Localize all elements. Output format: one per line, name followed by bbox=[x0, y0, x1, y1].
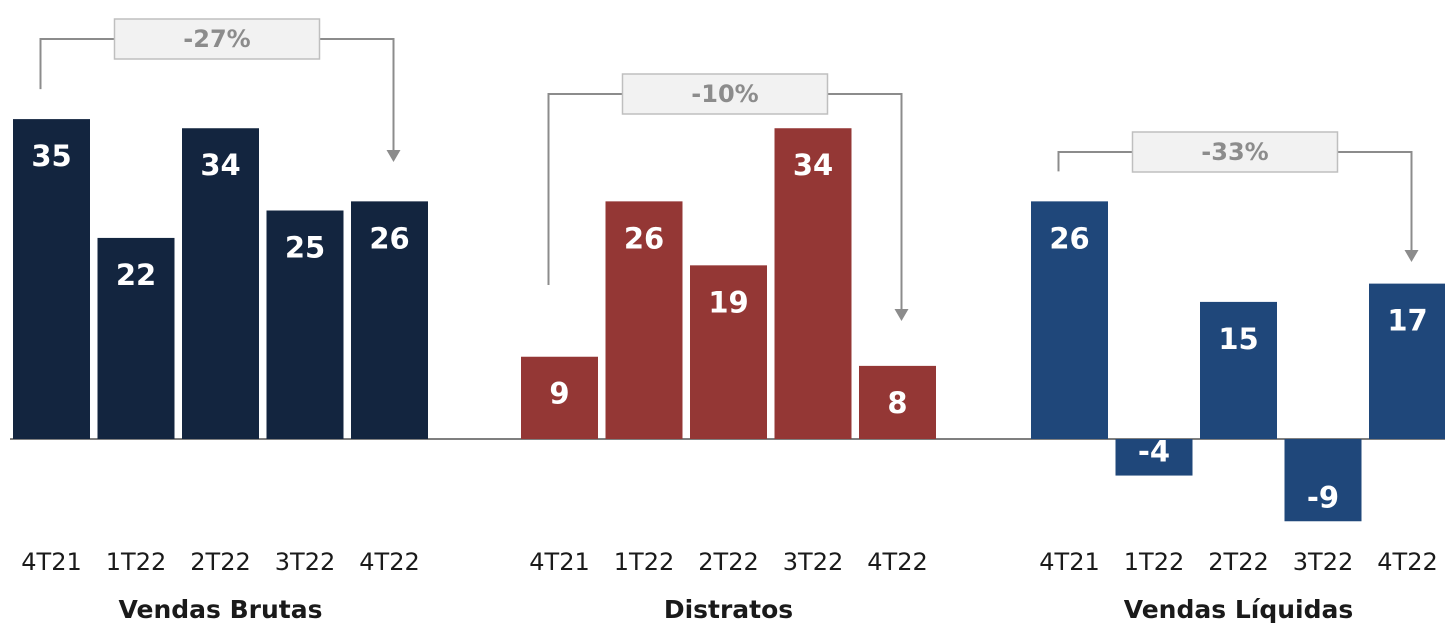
tick-label: 4T22 bbox=[1377, 548, 1437, 576]
bar bbox=[266, 210, 344, 439]
bar bbox=[1031, 201, 1108, 439]
data-label: 8 bbox=[887, 386, 907, 420]
bar bbox=[1369, 283, 1445, 439]
data-label: 19 bbox=[708, 285, 748, 319]
bar bbox=[351, 201, 428, 439]
tick-label: 2T22 bbox=[698, 548, 758, 576]
change-label-box bbox=[1131, 131, 1339, 173]
data-label: 35 bbox=[31, 139, 71, 173]
bar bbox=[182, 128, 259, 440]
tick-label: 1T22 bbox=[614, 548, 674, 576]
data-label: 34 bbox=[200, 148, 240, 182]
change-label-box bbox=[621, 73, 829, 115]
tick-label: 4T22 bbox=[359, 548, 419, 576]
tick-label: 4T21 bbox=[529, 548, 589, 576]
tick-label: 1T22 bbox=[1124, 548, 1184, 576]
data-label: 26 bbox=[369, 221, 409, 255]
data-label: 9 bbox=[549, 377, 569, 411]
arrow-down-icon bbox=[894, 309, 909, 321]
chart-group-2: 26 4T21 -4 1T22 15 2T22 -9 3T22 17 4T22 Vendas Líq… bbox=[1031, 131, 1445, 624]
tick-label: 4T21 bbox=[1039, 548, 1099, 576]
bar bbox=[521, 356, 598, 439]
tick-label: 3T22 bbox=[275, 548, 335, 576]
bar bbox=[1115, 439, 1193, 476]
tick-label: 2T22 bbox=[1208, 548, 1268, 576]
data-label: 26 bbox=[624, 221, 664, 255]
data-label: -4 bbox=[1138, 435, 1170, 469]
bar bbox=[1200, 301, 1277, 439]
data-label: 26 bbox=[1049, 221, 1089, 255]
data-label: 17 bbox=[1387, 304, 1427, 338]
tick-label: 4T21 bbox=[21, 548, 81, 576]
group-title: Distratos bbox=[664, 595, 793, 624]
arrow-down-icon bbox=[386, 150, 401, 162]
change-label: -10% bbox=[691, 80, 758, 108]
group-title: Vendas Líquidas bbox=[1124, 595, 1354, 624]
data-label: 22 bbox=[116, 258, 156, 292]
group-title: Vendas Brutas bbox=[119, 595, 323, 624]
chart-group-0: 35 4T21 22 1T22 34 2T22 25 3T22 26 4T22 Vendas Bru… bbox=[13, 18, 428, 624]
data-label: 15 bbox=[1218, 322, 1258, 356]
change-label-box bbox=[113, 18, 321, 60]
tick-label: 2T22 bbox=[190, 548, 250, 576]
arrow-down-icon bbox=[1404, 250, 1419, 262]
data-label: 34 bbox=[793, 148, 833, 182]
bar bbox=[605, 201, 683, 439]
tick-label: 4T22 bbox=[867, 548, 927, 576]
data-label: -9 bbox=[1307, 480, 1339, 514]
change-label: -27% bbox=[183, 25, 250, 53]
tick-label: 3T22 bbox=[1293, 548, 1353, 576]
bar bbox=[13, 119, 90, 439]
data-label: 25 bbox=[285, 231, 325, 265]
chart-group-1: 9 4T21 26 1T22 19 2T22 34 3T22 8 4T22 Distratos -10… bbox=[521, 73, 936, 624]
bar bbox=[97, 237, 175, 439]
change-label: -33% bbox=[1201, 138, 1268, 166]
bar bbox=[690, 265, 767, 439]
bar bbox=[1284, 439, 1362, 522]
bar bbox=[774, 128, 852, 440]
tick-label: 3T22 bbox=[783, 548, 843, 576]
tick-label: 1T22 bbox=[106, 548, 166, 576]
bar bbox=[859, 365, 936, 439]
